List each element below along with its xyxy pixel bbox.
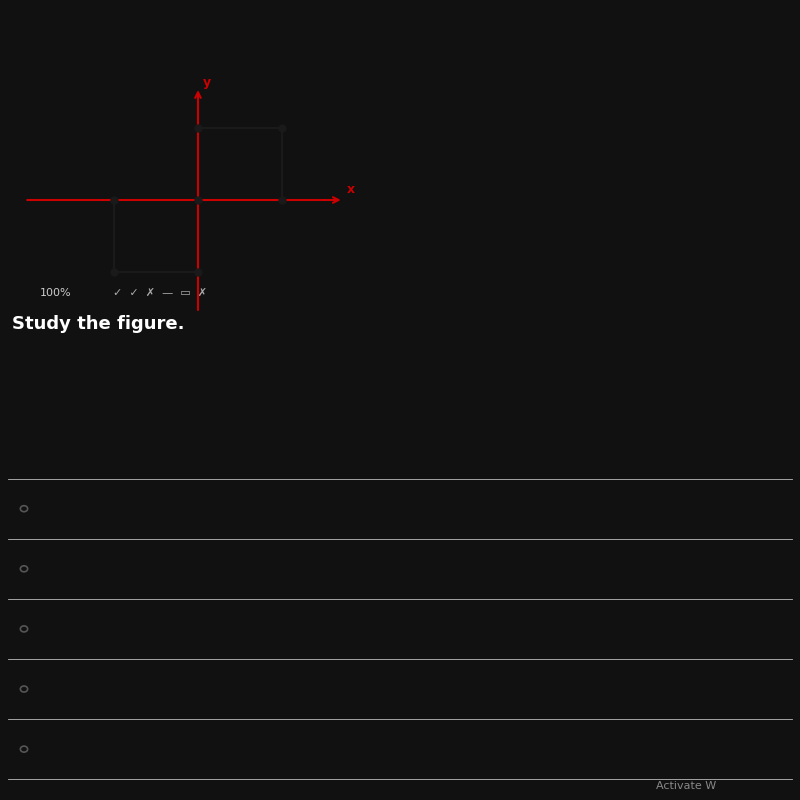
Text: a translation of 6 units to the left: a translation of 6 units to the left — [68, 682, 321, 697]
Point — [192, 122, 205, 134]
Text: C (0, 3): C (0, 3) — [154, 118, 197, 131]
Text: a reflection over the y-axis: a reflection over the y-axis — [68, 622, 274, 637]
Text: E.: E. — [44, 742, 58, 757]
Point — [192, 194, 205, 206]
Text: y: y — [203, 76, 211, 89]
Text: 100%: 100% — [40, 288, 72, 298]
Text: A.: A. — [44, 501, 59, 516]
Text: a reflection over the line y = x: a reflection over the line y = x — [68, 501, 302, 516]
Text: C.: C. — [44, 622, 59, 637]
Text: B.: B. — [44, 562, 59, 576]
Text: Study the figure.: Study the figure. — [12, 315, 185, 333]
Text: Which transformation will map square OABC onto OA’B’C’?: Which transformation will map square OAB… — [12, 439, 562, 458]
Text: B’ (−3, −3): B’ (−3, −3) — [42, 274, 108, 287]
Text: O: O — [203, 204, 212, 218]
Text: B (3, 3): B (3, 3) — [285, 119, 328, 132]
Text: a rotation of 180° about the origin: a rotation of 180° about the origin — [68, 742, 331, 757]
Text: a rotation of magnitude 360° about the origin: a rotation of magnitude 360° about the o… — [68, 562, 418, 576]
Text: x: x — [346, 183, 354, 196]
Text: D.: D. — [44, 682, 61, 697]
Point — [192, 266, 205, 278]
Text: A’ (−3, 0): A’ (−3, 0) — [42, 186, 98, 199]
Point — [107, 266, 121, 278]
Point — [107, 194, 121, 206]
Text: C’ (0, −3): C’ (0, −3) — [202, 274, 259, 287]
Text: ✓  ✓  ✗  —  ▭  ✗: ✓ ✓ ✗ — ▭ ✗ — [113, 288, 207, 298]
Point — [275, 194, 288, 206]
Text: Activate W: Activate W — [656, 781, 716, 790]
Point — [275, 122, 288, 134]
Text: A (3, 0): A (3, 0) — [286, 203, 329, 216]
